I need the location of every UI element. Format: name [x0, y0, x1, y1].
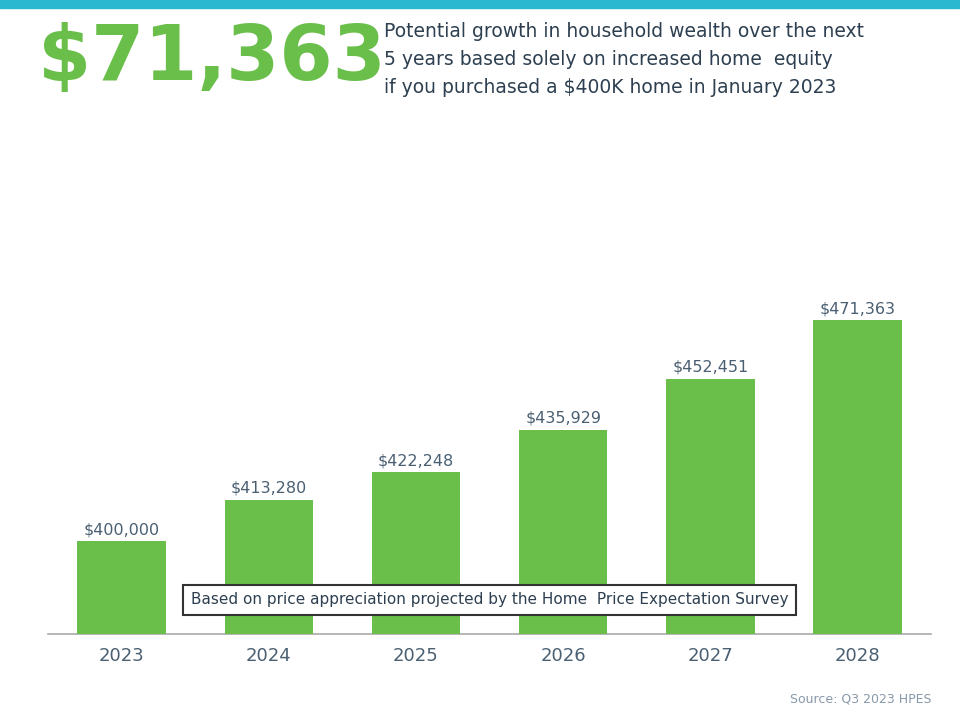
Text: $413,280: $413,280: [230, 481, 307, 496]
Text: Potential growth in household wealth over the next
5 years based solely on incre: Potential growth in household wealth ove…: [384, 22, 864, 96]
Bar: [78, 541, 166, 720]
Text: $422,248: $422,248: [378, 454, 454, 468]
Bar: [225, 500, 313, 720]
Text: $471,363: $471,363: [820, 301, 896, 316]
Text: $71,363: $71,363: [38, 22, 386, 96]
Text: $452,451: $452,451: [672, 360, 749, 375]
Text: Based on price appreciation projected by the Home  Price Expectation Survey: Based on price appreciation projected by…: [191, 593, 788, 608]
Text: $400,000: $400,000: [84, 522, 159, 537]
Text: Source: Q3 2023 HPES: Source: Q3 2023 HPES: [790, 693, 931, 706]
Bar: [813, 320, 901, 720]
Text: $435,929: $435,929: [525, 411, 601, 426]
Bar: [666, 379, 755, 720]
Bar: [519, 430, 608, 720]
Bar: [372, 472, 460, 720]
